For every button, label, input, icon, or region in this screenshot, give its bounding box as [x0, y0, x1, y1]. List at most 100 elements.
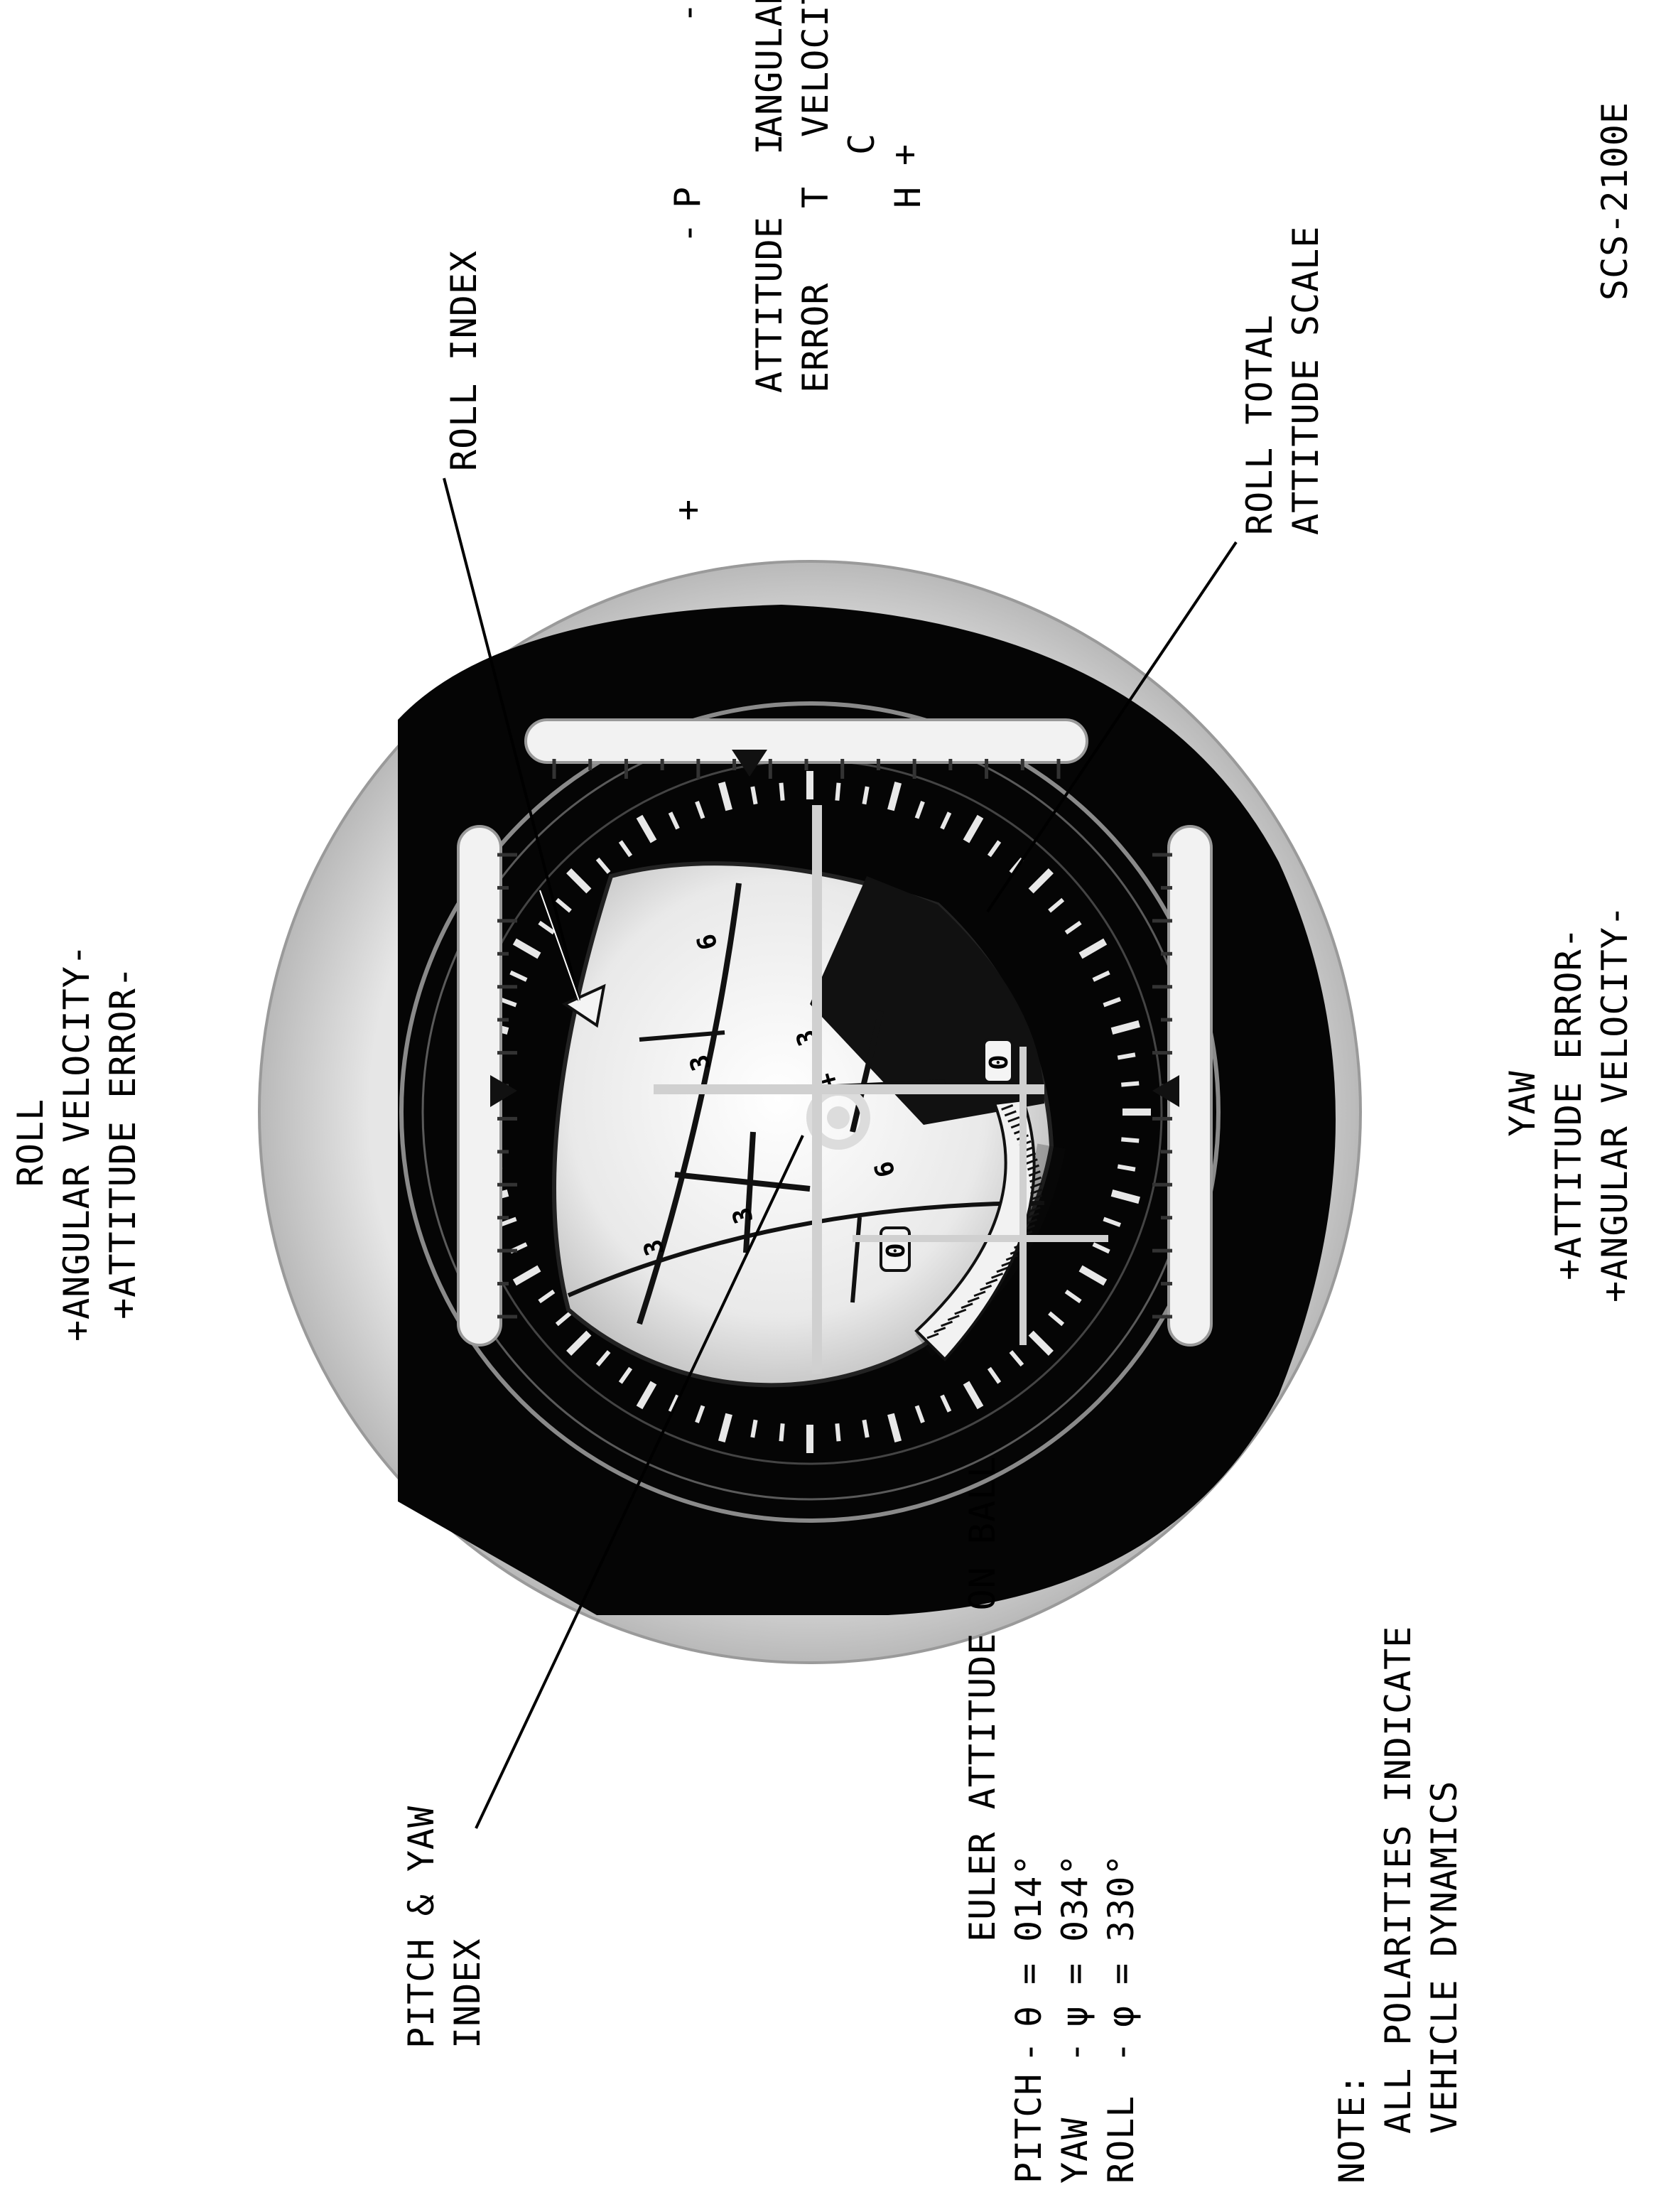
scale-tick [961, 1302, 973, 1310]
roll-ring-tick [1028, 868, 1054, 894]
roll-ring-tick [1048, 897, 1065, 913]
svg-text:ATTITUDE SCALE: ATTITUDE SCALE [1285, 226, 1326, 535]
svg-text:-: - [1100, 2041, 1142, 2063]
roll-panel-label: ROLL +ANGULAR VELOCITY- +ATTITUDE ERROR- [10, 944, 144, 1342]
figure-id: SCS-2100E [1594, 102, 1635, 301]
roll-ring-tick [835, 1423, 841, 1442]
svg-text:-: - [1054, 2041, 1095, 2063]
svg-text:φ: φ [1100, 2005, 1142, 2027]
roll-ring-tick [987, 1366, 1002, 1384]
roll-ring-tick [668, 811, 680, 830]
roll-ring-tick [512, 1265, 541, 1286]
roll-ring-tick [1121, 1081, 1140, 1087]
scale-tick [1028, 1206, 1041, 1213]
roll-ring-tick [835, 782, 841, 801]
svg-text:I: I [749, 133, 790, 155]
scale-tick [1030, 1188, 1043, 1195]
roll-ring-tick [914, 1405, 925, 1423]
roll-ring-tick [1064, 920, 1082, 935]
roll-ring-tick [509, 970, 528, 982]
svg-text:0: 0 [882, 1243, 911, 1258]
pitch-indicator [524, 718, 1088, 779]
svg-text:H: H [887, 186, 929, 208]
roll-ring-tick [1121, 1137, 1140, 1143]
svg-text:ψ: ψ [1054, 2005, 1095, 2027]
error-needles [654, 805, 1108, 1374]
roll-ring-tick [887, 1413, 902, 1442]
svg-text:ROLL: ROLL [1100, 2095, 1142, 2184]
roll-total-leader [986, 541, 1238, 913]
roll-ring-tick [1078, 1265, 1108, 1286]
roll-ring-tick [940, 1394, 952, 1413]
svg-text:ATTITUDE: ATTITUDE [749, 216, 790, 393]
svg-text:+ATTITUDE ERROR-: +ATTITUDE ERROR- [1548, 927, 1589, 1280]
roll-ring-tick [566, 868, 592, 894]
svg-text:+: + [667, 499, 708, 521]
roll-index-pointer [561, 983, 606, 1028]
svg-text:330°: 330° [1100, 1854, 1142, 1942]
svg-text:YAW: YAW [1054, 2117, 1095, 2184]
roll-index-leader-inner [539, 890, 580, 1001]
roll-ring-tick [1110, 1020, 1140, 1035]
svg-text:C: C [841, 133, 882, 155]
scale-tick [973, 1290, 986, 1297]
roll-ring-tick [1048, 1311, 1065, 1327]
roll-ring-tick [636, 1381, 657, 1410]
svg-text:ROLL: ROLL [10, 1099, 51, 1187]
roll-ring-tick [512, 938, 541, 959]
roll-ring-tick [1092, 1242, 1110, 1254]
roll-ring-tick [538, 1289, 556, 1304]
svg-text:=: = [1100, 1963, 1142, 1985]
svg-text:ROLL TOTAL: ROLL TOTAL [1239, 314, 1280, 535]
roll-ring-tick [555, 1311, 572, 1327]
svg-text:θ: θ [1008, 2005, 1049, 2027]
svg-text:VEHICLE DYNAMICS: VEHICLE DYNAMICS [1424, 1780, 1465, 2134]
roll-ring-tick [887, 782, 902, 811]
roll-ring-tick [618, 840, 633, 858]
svg-text:034°: 034° [1054, 1854, 1095, 1942]
euler-attitude-block: EULER ATTITUDE ON BALL PITCH - θ = 014° … [962, 1456, 1142, 2184]
scale-tick [1025, 1218, 1038, 1225]
svg-text:ROLL INDEX: ROLL INDEX [443, 250, 485, 471]
roll-ring-tick [914, 801, 925, 819]
svg-text:0: 0 [985, 1054, 1014, 1070]
yaw-panel-label: YAW +ATTITUDE ERROR- +ANGULAR VELOCITY- [1502, 905, 1635, 1302]
svg-text:014°: 014° [1008, 1854, 1049, 1942]
roll-ring-tick [862, 786, 870, 805]
scale-tick [954, 1308, 967, 1315]
roll-ring-tick [750, 1419, 758, 1438]
roll-ring-tick [862, 1419, 870, 1438]
roll-index-leader [443, 478, 580, 1001]
roll-ring-tick [718, 1413, 732, 1442]
roll-ring-tick [618, 1366, 633, 1384]
svg-text:T: T [795, 186, 836, 208]
svg-text:+ATTITUDE ERROR-: +ATTITUDE ERROR- [102, 966, 144, 1320]
roll-indicator [457, 825, 517, 1347]
roll-ring-tick [1117, 1164, 1136, 1172]
roll-ring-tick [718, 782, 732, 811]
svg-text:ERROR: ERROR [795, 282, 836, 393]
scale-tick [1005, 1254, 1018, 1261]
svg-text:+: + [884, 144, 925, 166]
svg-text:PITCH: PITCH [1008, 2073, 1049, 2184]
scale-tick [980, 1284, 992, 1291]
roll-ring-tick [1110, 1189, 1140, 1204]
roll-ring-tick [668, 1394, 680, 1413]
pitch-panel-label: - + ATTITUDE ERROR P I T C H ANGULAR VEL… [667, 0, 929, 521]
roll-ring-tick [1117, 1052, 1136, 1060]
svg-text:-: - [1008, 2041, 1049, 2063]
svg-text:PITCH & YAW: PITCH & YAW [401, 1806, 442, 2049]
roll-ring-tick [636, 814, 657, 843]
scale-tick [996, 1266, 1009, 1273]
note-block: NOTE: ALL POLARITIES INDICATE VEHICLE DY… [1331, 1626, 1465, 2184]
scale-tick [1029, 1182, 1042, 1189]
roll-ring-tick [695, 1405, 705, 1423]
svg-text:NOTE:: NOTE: [1331, 2073, 1373, 2184]
roll-ring-tick [779, 782, 785, 801]
scale-tick [947, 1315, 960, 1322]
scale-tick [997, 1098, 1010, 1105]
yaw-indicator [1152, 825, 1213, 1347]
roll-ring-tick [963, 814, 984, 843]
